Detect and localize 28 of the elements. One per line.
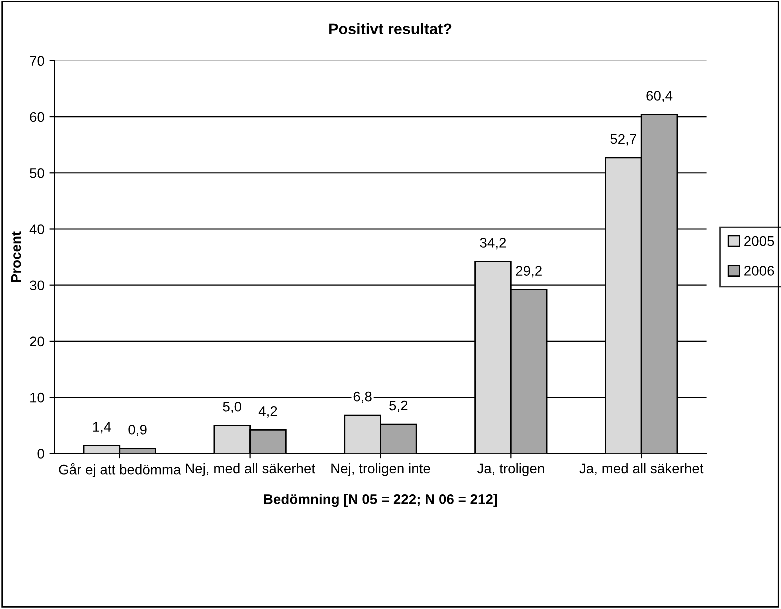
data-label: 29,2 (516, 266, 542, 278)
y-tick-label: 40 (30, 224, 44, 234)
legend-label: 2005 (744, 236, 774, 246)
data-label: 4,2 (258, 406, 278, 418)
y-tick-label: 10 (30, 392, 44, 403)
y-axis-title: Procent (12, 232, 22, 282)
data-label: 5,2 (390, 400, 408, 412)
data-label: 6,8 (354, 392, 372, 404)
x-tick-label: Ja, troligen (477, 463, 544, 476)
x-tick-label: Nej, med all säkerhet (186, 463, 316, 476)
data-label: 34,2 (480, 238, 506, 250)
chart-title: Positivt resultat? (330, 23, 452, 35)
data-label: 60,4 (646, 91, 673, 103)
y-tick-label: 20 (30, 336, 44, 347)
y-tick-label: 0 (38, 449, 44, 459)
data-label: 0,9 (128, 424, 147, 436)
x-tick-label: Nej, troligen inte (332, 463, 430, 476)
x-axis-title: Bedömning [N 05 = 222; N 06 = 212] (264, 494, 498, 508)
legend-label: 2006 (744, 266, 774, 276)
data-label: 52,7 (610, 134, 636, 146)
y-tick-label: 60 (30, 112, 44, 122)
y-tick-label: 30 (30, 280, 44, 291)
data-label: 5,0 (223, 402, 242, 414)
x-tick-label: Ja, med all säkerhet (580, 463, 704, 476)
y-tick-label: 70 (30, 56, 44, 66)
y-tick-label: 50 (30, 168, 44, 178)
data-label: 1,4 (93, 422, 112, 434)
x-tick-label: Går ej att bedömma (59, 463, 182, 478)
